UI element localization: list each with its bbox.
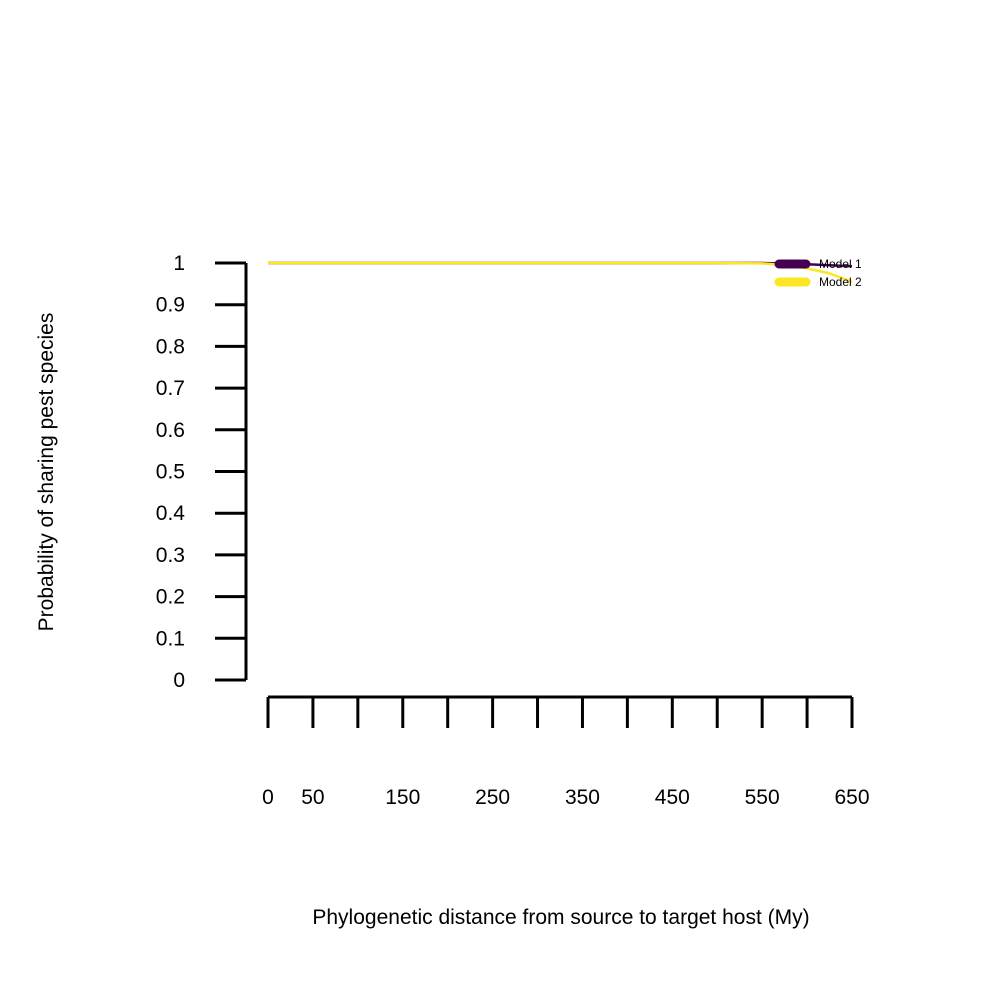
y-tick-label: 0.1 — [156, 627, 185, 650]
x-tick-label: 50 — [301, 786, 324, 809]
y-axis: 0 0.1 0.2 0.3 0.4 0.5 0.6 0.7 0.8 0.9 1 — [156, 252, 248, 692]
y-tick-label: 0.4 — [156, 502, 186, 525]
series-layer — [268, 261, 853, 283]
legend: Model 1 Model 2 — [774, 257, 862, 289]
y-tick-label: 0.2 — [156, 586, 185, 609]
x-tick-label: 150 — [385, 786, 420, 809]
x-tick-label: 450 — [655, 786, 690, 809]
y-tick-label: 0.7 — [156, 377, 185, 400]
y-tick-label: 0.9 — [156, 294, 185, 317]
y-tick-label: 0.6 — [156, 419, 185, 442]
x-axis: 0 50 150 250 350 450 550 650 — [262, 695, 870, 809]
series-line-2 — [268, 261, 853, 283]
x-tick-label: 0 — [262, 786, 274, 809]
x-tick-label: 650 — [834, 786, 869, 809]
legend-label-1: Model 1 — [819, 257, 862, 271]
x-axis-title: Phylogenetic distance from source to tar… — [312, 906, 809, 929]
y-tick-label: 0.5 — [156, 461, 185, 484]
legend-label-2: Model 2 — [819, 275, 862, 289]
y-tick-label: 1 — [173, 252, 185, 275]
y-tick-label: 0.3 — [156, 544, 185, 567]
y-tick-label: 0 — [173, 669, 185, 692]
x-tick-label: 550 — [745, 786, 780, 809]
y-tick-label: 0.8 — [156, 335, 185, 358]
x-tick-label: 250 — [475, 786, 510, 809]
y-axis-title: Probability of sharing pest species — [35, 313, 58, 632]
x-tick-label: 350 — [565, 786, 600, 809]
